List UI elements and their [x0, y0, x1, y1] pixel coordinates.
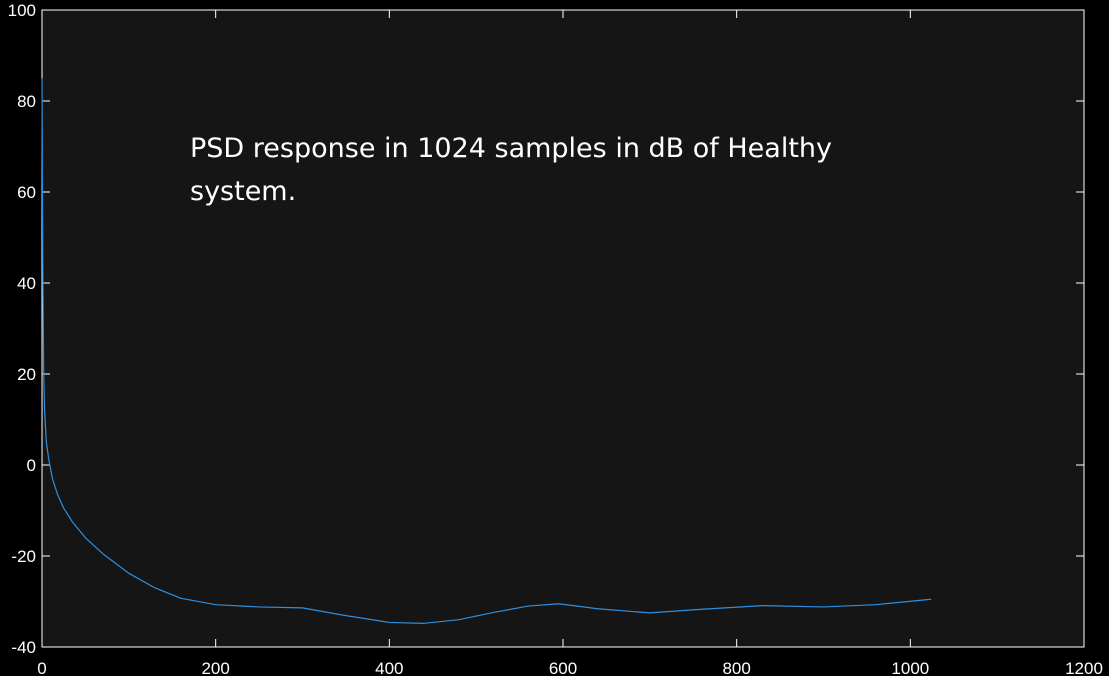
x-tick-label: 1200	[1065, 659, 1103, 676]
annotation-line-1: PSD response in 1024 samples in dB of He…	[190, 133, 832, 164]
axis-ticks: 0 200 400 600 800 1000 1200 -40 -20 0 20 40 60 80 100	[8, 1, 1103, 676]
y-tick-label: 0	[27, 456, 36, 475]
y-tick-label: 100	[8, 1, 36, 20]
y-tick-label: 80	[17, 92, 36, 111]
series-group	[41, 78, 932, 624]
annotation-line-2: system.	[190, 176, 296, 207]
y-tick-label: 60	[17, 183, 36, 202]
y-tick-label: -20	[11, 547, 36, 566]
y-tick-label: -40	[11, 638, 36, 657]
plot-area	[41, 9, 1085, 648]
y-tick-label: 40	[17, 274, 36, 293]
x-tick-label: 0	[37, 659, 46, 676]
x-tick-label: 1000	[891, 659, 929, 676]
x-tick-label: 800	[722, 659, 750, 676]
x-tick-label: 200	[201, 659, 229, 676]
x-tick-label: 400	[375, 659, 403, 676]
x-tick-label: 600	[549, 659, 577, 676]
y-tick-label: 20	[17, 365, 36, 384]
series-line	[41, 78, 932, 624]
